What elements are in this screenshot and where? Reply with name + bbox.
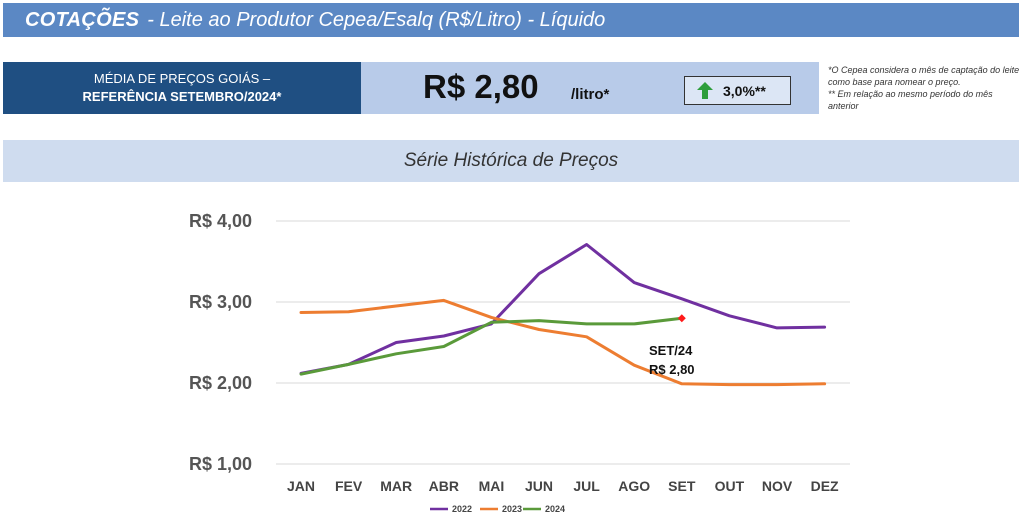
header-title-rest: - Leite ao Produtor Cepea/Esalq (R$/Litr…	[147, 8, 606, 31]
x-tick-label: SET	[668, 478, 696, 494]
price-history-chart: R$ 1,00 R$ 2,00 R$ 3,00 R$ 4,00 JAN FEV MAR ABR…	[189, 211, 850, 514]
legend-label: 2022	[452, 504, 472, 514]
x-tick-label: AGO	[618, 478, 650, 494]
change-value: 3,0%**	[723, 82, 766, 99]
footnote-2: ** Em relação ao mesmo período do mês an…	[828, 89, 993, 111]
series-line-2023	[299, 298, 827, 387]
x-tick-label: OUT	[715, 478, 745, 494]
series-line-2022	[299, 243, 827, 375]
x-tick-label: JUN	[525, 478, 553, 494]
annotation-label: SET/24	[649, 343, 693, 358]
reference-line1: MÉDIA DE PREÇOS GOIÁS –	[93, 71, 271, 86]
series-line-2024	[299, 316, 684, 376]
arrow-up-icon	[697, 82, 713, 99]
legend-label: 2024	[545, 504, 565, 514]
y-tick-label: R$ 4,00	[189, 211, 252, 231]
x-tick-label: MAR	[380, 478, 412, 494]
footnote-1: *O Cepea considera o mês de captação do …	[828, 65, 1020, 87]
x-tick-label: ABR	[429, 478, 459, 494]
x-tick-label: JAN	[287, 478, 315, 494]
reference-line2: REFERÊNCIA SETEMBRO/2024*	[82, 89, 282, 104]
price-box: R$ 2,80 /litro* 3,0%**	[361, 62, 819, 114]
y-tick-label: R$ 1,00	[189, 454, 252, 474]
header-bar: COTAÇÕES - Leite ao Produtor Cepea/Esalq…	[3, 3, 1019, 37]
change-badge: 3,0%**	[684, 76, 791, 105]
reference-label-box: MÉDIA DE PREÇOS GOIÁS – REFERÊNCIA SETEM…	[3, 62, 361, 114]
x-tick-label: FEV	[335, 478, 363, 494]
highlight-point	[677, 314, 686, 323]
price-value: R$ 2,80	[423, 68, 539, 105]
footnotes: *O Cepea considera o mês de captação do …	[828, 64, 1022, 112]
annotation-value: R$ 2,80	[649, 362, 695, 377]
x-tick-label: MAI	[479, 478, 505, 494]
x-tick-label: NOV	[762, 478, 793, 494]
x-tick-label: DEZ	[811, 478, 839, 494]
series-title: Série Histórica de Preços	[3, 140, 1019, 182]
y-tick-label: R$ 2,00	[189, 373, 252, 393]
x-tick-label: JUL	[573, 478, 600, 494]
legend-label: 2023	[502, 504, 522, 514]
y-tick-label: R$ 3,00	[189, 292, 252, 312]
price-unit: /litro*	[571, 86, 610, 103]
header-title-bold: COTAÇÕES	[25, 8, 140, 31]
